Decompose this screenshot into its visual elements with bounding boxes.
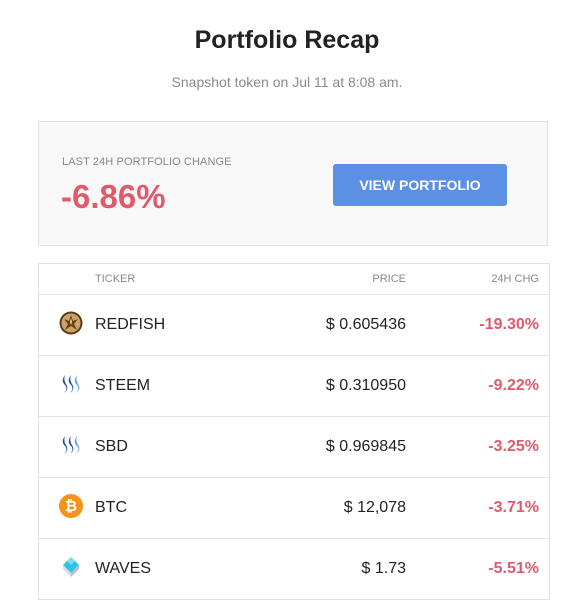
price-value: $ 12,078 [343,499,406,516]
change-value: -19.30% [479,316,539,333]
portfolio-change-value: -6.86% [61,178,166,215]
sbd-icon [59,433,83,457]
bitcoin-icon: ₿ [59,494,83,518]
table-row: ₿ BTC $ 12,078 -3.71% [39,478,549,539]
price-value: $ 0.310950 [325,377,406,394]
change-value: -3.25% [488,438,539,455]
holdings-table: TICKER PRICE 24H CHG REDFISH $ 0.605436 … [38,263,550,600]
column-header-price: PRICE [372,273,406,285]
table-header: TICKER PRICE 24H CHG [39,264,549,295]
ticker-symbol: BTC [95,499,127,516]
price-value: $ 1.73 [361,560,406,577]
change-value: -3.71% [488,499,539,516]
ticker-symbol: STEEM [95,377,151,394]
redfish-icon [59,311,83,335]
column-header-ticker: TICKER [95,273,136,285]
steem-icon [59,372,83,396]
table-row: SBD $ 0.969845 -3.25% [39,417,549,478]
price-value: $ 0.969845 [325,438,406,455]
view-portfolio-button[interactable]: VIEW PORTFOLIO [333,164,507,206]
change-value: -5.51% [488,560,539,577]
page-title: Portfolio Recap [194,26,380,54]
portfolio-change-label: LAST 24H PORTFOLIO CHANGE [62,156,232,168]
table-row: WAVES $ 1.73 -5.51% [39,539,549,599]
table-row: STEEM $ 0.310950 -9.22% [39,356,549,417]
ticker-symbol: WAVES [95,560,152,577]
ticker-symbol: SBD [95,438,128,455]
price-value: $ 0.605436 [325,316,406,333]
portfolio-summary-panel: LAST 24H PORTFOLIO CHANGE -6.86% VIEW PO… [38,121,548,246]
column-header-24h-change: 24H CHG [491,273,539,285]
svg-text:₿: ₿ [65,497,77,515]
table-row: REDFISH $ 0.605436 -19.30% [39,295,549,356]
snapshot-subtitle: Snapshot token on Jul 11 at 8:08 am. [171,74,403,90]
ticker-symbol: REDFISH [95,316,166,333]
change-value: -9.22% [488,377,539,394]
waves-icon [59,555,83,579]
